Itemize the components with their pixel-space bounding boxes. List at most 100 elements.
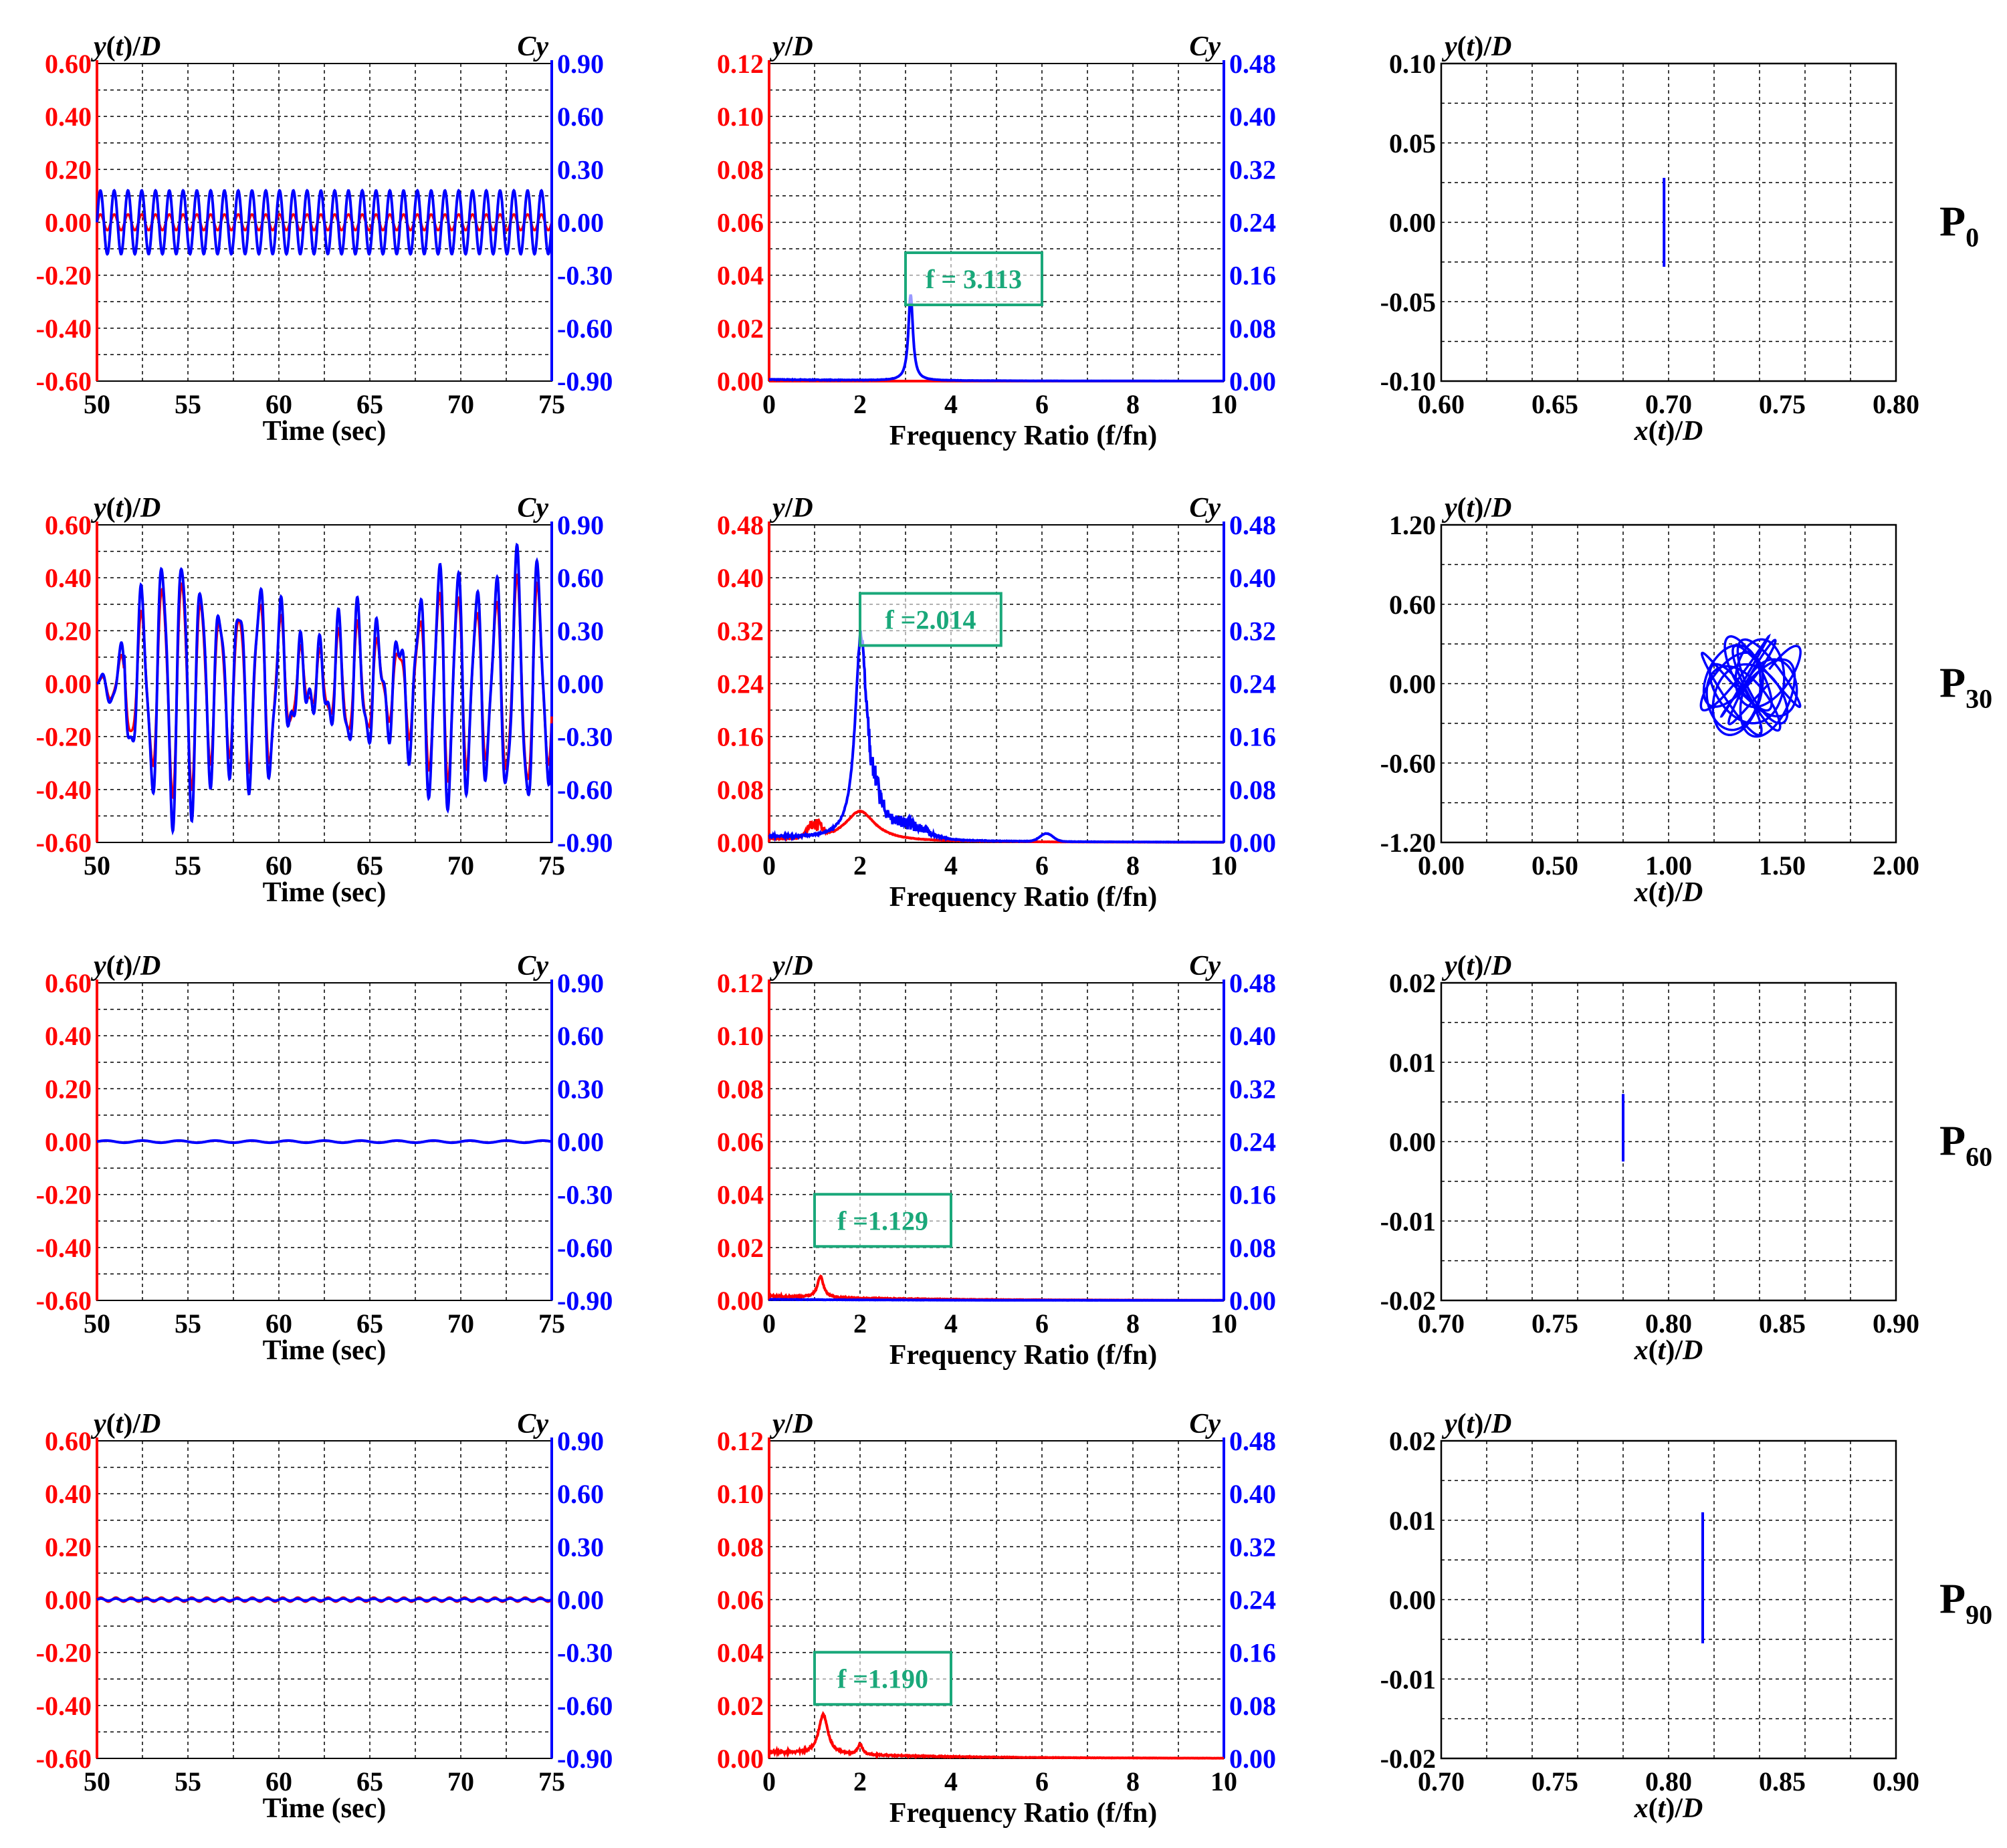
y-tick-label-right: 0.00 xyxy=(1229,1744,1276,1774)
x-axis-label: Time (sec) xyxy=(263,877,387,908)
x-tick-label: 6 xyxy=(1035,850,1049,881)
x-tick-label: 4 xyxy=(944,850,958,881)
x-axis-label: Frequency Ratio (f/fn) xyxy=(889,882,1158,913)
y-tick-label: -0.01 xyxy=(1380,1206,1436,1236)
x-tick-label: 50 xyxy=(84,850,110,881)
y-tick-label-right: 0.90 xyxy=(557,1426,604,1456)
row-label-P30: P30 xyxy=(1939,659,1992,714)
x-tick-label: 2 xyxy=(853,1308,867,1339)
peak-frequency-annotation-box xyxy=(813,1193,952,1248)
x-tick-label: 60 xyxy=(266,389,292,419)
x-axis-label: Time (sec) xyxy=(263,416,387,447)
y-tick-label-right: 0.00 xyxy=(1229,1286,1276,1316)
x-axis-label: x(t)/D xyxy=(1634,1335,1703,1366)
x-tick-label: 75 xyxy=(538,389,565,419)
y-axis-label-right: Cy xyxy=(517,951,548,981)
y-tick-label-left: -0.60 xyxy=(36,366,92,396)
x-tick-label: 8 xyxy=(1126,389,1140,419)
y-tick-label-left: 0.02 xyxy=(717,1233,764,1263)
y-axis-label-right: Cy xyxy=(1189,493,1221,524)
y-tick-label-right: 0.40 xyxy=(1229,1479,1276,1509)
y-tick-label: -0.05 xyxy=(1380,287,1436,317)
y-tick-label-right: 0.08 xyxy=(1229,314,1276,344)
x-tick-label: 0 xyxy=(762,850,776,881)
y-tick-label-left: -0.40 xyxy=(36,775,92,805)
y-tick-label-right: -0.30 xyxy=(557,1180,613,1210)
y-tick-label-left: 0.60 xyxy=(45,968,92,998)
y-tick-label-right: 0.00 xyxy=(1229,366,1276,396)
y-tick-label-right: 0.24 xyxy=(1229,1585,1276,1615)
y-tick-label: 0.01 xyxy=(1389,1048,1436,1078)
y-tick-label-left: 0.08 xyxy=(717,1074,764,1104)
y-tick-label-left: -0.20 xyxy=(36,261,92,291)
y-tick-label-left: -0.20 xyxy=(36,1638,92,1668)
y-tick-label-right: 0.00 xyxy=(557,1127,604,1157)
y-tick-label-left: -0.20 xyxy=(36,1180,92,1210)
time-series-panel-P60: 0.60 0.40 0.20 0.00 -0.20 -0.40 -0.60 0.90 0.60 0… xyxy=(36,951,613,1366)
x-tick-label: 2.00 xyxy=(1873,850,1919,881)
y-tick-label: 0.60 xyxy=(1389,590,1436,620)
x-tick-label: 6 xyxy=(1035,1308,1049,1339)
y-tick-label-left: 0.10 xyxy=(717,1479,764,1509)
y-tick-label-right: 0.16 xyxy=(1229,722,1276,752)
displacement-spectrum-line xyxy=(768,1711,1224,1760)
force-coefficient-series-line xyxy=(96,1597,552,1603)
peak-frequency-annotation: f =1.129 xyxy=(837,1205,928,1236)
y-tick-label: -0.01 xyxy=(1380,1664,1436,1694)
force-spectrum-line xyxy=(768,630,1225,844)
y-tick-label-right: 0.48 xyxy=(1229,510,1276,540)
y-tick-label-left: 0.20 xyxy=(45,154,92,185)
y-tick-label-left: 0.40 xyxy=(45,1479,92,1509)
y-tick-label: 0.00 xyxy=(1389,208,1436,238)
peak-frequency-annotation: f =1.190 xyxy=(837,1663,928,1694)
x-tick-label: 10 xyxy=(1210,850,1237,881)
y-tick-label: -0.02 xyxy=(1380,1286,1436,1316)
y-tick-label-left: 0.40 xyxy=(717,563,764,593)
y-tick-label-right: 0.24 xyxy=(1229,1127,1276,1157)
x-tick-label: 0.70 xyxy=(1645,389,1692,419)
y-tick-label-left: 0.60 xyxy=(45,49,92,79)
y-tick-label-right: 0.32 xyxy=(1229,1532,1276,1562)
x-tick-label: 4 xyxy=(944,1308,958,1339)
x-tick-label: 0.85 xyxy=(1759,1766,1806,1797)
y-tick-label-right: 0.08 xyxy=(1229,775,1276,805)
y-tick-label-left: -0.40 xyxy=(36,314,92,344)
plot-frame xyxy=(1440,1439,1897,1760)
y-tick-label-right: 0.30 xyxy=(557,1074,604,1104)
y-tick-label-left: 0.40 xyxy=(45,1021,92,1051)
x-tick-label: 0.75 xyxy=(1531,1766,1578,1797)
x-tick-label: 2 xyxy=(853,850,867,881)
y-tick-label: 1.20 xyxy=(1389,510,1436,540)
y-tick-label-left: 0.02 xyxy=(717,1691,764,1721)
x-tick-label: 6 xyxy=(1035,389,1049,419)
y-tick-label-right: 0.60 xyxy=(557,1021,604,1051)
y-tick-label-left: 0.04 xyxy=(717,261,764,291)
force-coefficient-series-line xyxy=(96,542,553,836)
y-tick-label-left: 0.02 xyxy=(717,314,764,344)
x-axis-label: Time (sec) xyxy=(263,1793,387,1824)
y-tick-label-right: -0.30 xyxy=(557,261,613,291)
y-tick-label-right: 0.00 xyxy=(557,669,604,699)
y-tick-label-right: 0.30 xyxy=(557,154,604,185)
y-axis-label-left: y(t)/D xyxy=(90,493,161,524)
x-tick-label: 75 xyxy=(538,1766,565,1797)
x-tick-label: 60 xyxy=(266,1766,292,1797)
x-tick-label: 0.80 xyxy=(1645,1766,1692,1797)
x-tick-label: 50 xyxy=(84,389,110,419)
x-axis-label: Time (sec) xyxy=(263,1335,387,1366)
time-series-panel-P0: 0.60 0.40 0.20 0.00 -0.20 -0.40 -0.60 0.90 0.60 0… xyxy=(36,31,613,447)
y-tick-label-right: -0.90 xyxy=(557,828,613,858)
y-tick-label-left: 0.12 xyxy=(717,1426,764,1456)
y-tick-label-left: -0.60 xyxy=(36,828,92,858)
y-tick-label-left: 0.06 xyxy=(717,1585,764,1615)
peak-frequency-annotation-box xyxy=(904,251,1043,306)
y-tick-label-right: -0.90 xyxy=(557,366,613,396)
plot-frame xyxy=(1440,981,1897,1302)
peak-frequency-annotation: f =2.014 xyxy=(885,605,976,635)
y-tick-label: 0.00 xyxy=(1389,669,1436,699)
y-axis-label-left: y/D xyxy=(769,493,813,524)
x-tick-label: 4 xyxy=(944,1766,958,1797)
y-tick-label-left: 0.08 xyxy=(717,1532,764,1562)
y-tick-label-left: 0.20 xyxy=(45,1074,92,1104)
y-tick-label-right: -0.60 xyxy=(557,1691,613,1721)
